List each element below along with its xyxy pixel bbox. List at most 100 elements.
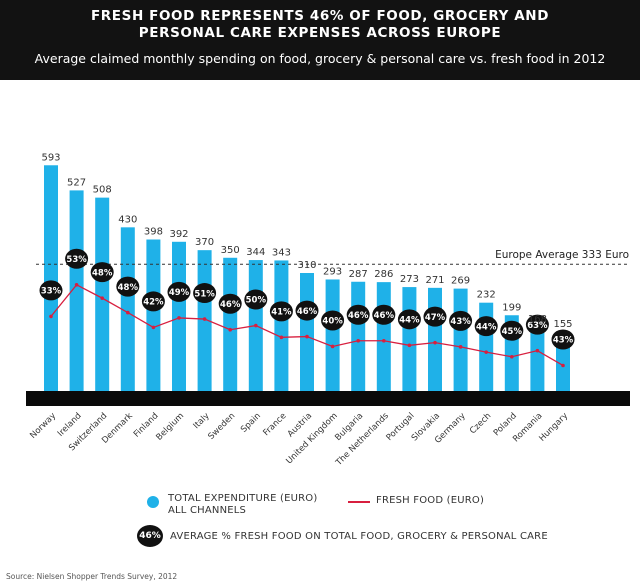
- value-label-layer: 593 527 508 430 398 392 370 350 344 343 310 293 287 2…: [41, 152, 572, 330]
- share-badge: [167, 281, 191, 302]
- source-note: Source: Nielsen Shopper Trends Survey, 2…: [6, 572, 178, 581]
- total-bar: [351, 281, 366, 393]
- legend-total-label: TOTAL EXPENDITURE (EURO) ALL CHANNELS: [168, 493, 317, 517]
- fresh-food-point: [279, 335, 284, 340]
- share-badge: [551, 329, 575, 350]
- category-tick-label: Czech: [468, 411, 493, 436]
- total-value-label: 370: [195, 237, 214, 248]
- share-badge: [321, 310, 345, 331]
- total-bar: [300, 273, 314, 393]
- share-badge-label: 44%: [399, 316, 420, 326]
- legend-share-label: AVERAGE % FRESH FOOD ON TOTAL FOOD, GROC…: [170, 531, 548, 542]
- total-value-label: 293: [323, 266, 342, 277]
- fresh-food-point: [177, 316, 181, 320]
- chart-title-line-2: PERSONAL CARE EXPENSES ACROSS EUROPE: [138, 25, 502, 41]
- total-value-label: 392: [169, 229, 188, 240]
- chart-title-line-1: FRESH FOOD REPRESENTS 46% OF FOOD, GROCE…: [90, 8, 550, 24]
- share-badge: [141, 291, 165, 312]
- share-badge-label: 46%: [348, 311, 369, 321]
- total-value-label: 271: [425, 275, 444, 286]
- share-badge-label: 49%: [169, 288, 190, 298]
- fresh-food-line-layer: [49, 283, 565, 368]
- total-value-label: 343: [272, 247, 291, 258]
- reference-layer: Europe Average 333 Euro: [36, 249, 630, 265]
- share-badge-label: 53%: [66, 255, 87, 265]
- category-tick-label: France: [261, 411, 288, 438]
- share-badge-label: 43%: [450, 317, 471, 327]
- share-badge-label: 46%: [374, 311, 395, 321]
- share-badge-label: 63%: [527, 321, 548, 331]
- fresh-food-point: [151, 325, 156, 330]
- total-value-label: 310: [297, 260, 316, 271]
- legend-fresh-line-swatch: [348, 501, 370, 503]
- chart-header: FRESH FOOD REPRESENTS 46% OF FOOD, GROCE…: [0, 0, 640, 80]
- badge-layer: 33% 53% 48% 48% 42% 49% 51% 46% 50% 41% 46% 40% 46% 4…: [39, 248, 575, 350]
- chart-subtitle: Average claimed monthly spending on food…: [34, 51, 606, 66]
- share-badge: [525, 314, 549, 335]
- share-badge: [295, 300, 319, 321]
- total-value-label: 232: [477, 290, 496, 301]
- chart-plot: Europe Average 333 Euro 33% 53% 48% 48% 42% 4…: [26, 152, 630, 469]
- total-bar: [146, 239, 161, 393]
- total-value-label: 430: [118, 214, 137, 225]
- category-tick-label: Sweden: [206, 411, 237, 442]
- share-badge: [269, 301, 293, 322]
- share-badge: [372, 304, 396, 325]
- total-value-label: 199: [502, 302, 521, 313]
- total-bar: [223, 257, 238, 393]
- share-badge-label: 48%: [92, 268, 113, 278]
- fresh-food-point: [356, 338, 361, 343]
- fresh-food-point: [202, 317, 207, 321]
- category-tick-label: Spain: [239, 411, 263, 435]
- share-badge: [90, 262, 114, 283]
- share-badge: [244, 289, 268, 310]
- share-badge-label: 41%: [271, 308, 292, 318]
- category-tick-label: Belgium: [154, 411, 186, 443]
- legend-total-line-2: ALL CHANNELS: [168, 505, 247, 516]
- share-badge: [39, 280, 63, 301]
- fresh-food-point: [74, 283, 79, 287]
- fresh-food-point: [382, 338, 386, 343]
- fresh-food-point: [510, 354, 514, 359]
- total-bar: [325, 279, 340, 393]
- share-badge: [218, 293, 242, 314]
- total-value-label: 593: [41, 152, 60, 163]
- share-badge: [500, 320, 524, 341]
- total-bar: [274, 260, 289, 393]
- share-badge-label: 51%: [194, 289, 215, 299]
- fresh-food-point: [330, 344, 335, 349]
- share-badge-label: 44%: [476, 322, 497, 332]
- fresh-food-point: [49, 314, 53, 319]
- fresh-food-point: [100, 296, 104, 300]
- total-value-label: 269: [451, 276, 470, 287]
- share-badge-label: 46%: [297, 307, 318, 317]
- share-badge: [449, 310, 473, 331]
- legend-total-line-1: TOTAL EXPENDITURE (EURO): [168, 493, 318, 504]
- category-tick-label: Italy: [192, 411, 212, 431]
- total-bar: [69, 190, 84, 393]
- share-badge-label: 48%: [118, 283, 139, 293]
- total-value-label: 398: [144, 227, 163, 238]
- chart-title: FRESH FOOD REPRESENTS 46% OF FOOD, GROCE…: [0, 8, 640, 42]
- fresh-food-point: [561, 363, 565, 368]
- share-badge-label: 45%: [502, 327, 523, 337]
- legend-fresh-label: FRESH FOOD (EURO): [376, 495, 485, 506]
- total-value-label: 527: [67, 177, 86, 188]
- share-badge-label: 40%: [322, 317, 343, 327]
- fresh-food-point: [305, 334, 309, 339]
- share-badge: [116, 276, 140, 297]
- total-value-label: 273: [400, 274, 419, 285]
- share-badge: [193, 283, 217, 304]
- share-badge: [397, 309, 421, 330]
- fresh-food-point: [228, 327, 232, 332]
- category-tick-label: Norway: [28, 411, 58, 441]
- legend: TOTAL EXPENDITURE (EURO) ALL CHANNELS FR…: [0, 488, 640, 558]
- fresh-food-point: [433, 340, 437, 345]
- total-value-label: 287: [349, 269, 368, 280]
- share-badge: [65, 248, 89, 269]
- total-value-label: 168: [528, 314, 547, 325]
- fresh-food-point: [407, 343, 412, 348]
- share-badge: [474, 316, 498, 337]
- share-badge: [423, 306, 447, 327]
- legend-share-badge: 46%: [137, 525, 163, 547]
